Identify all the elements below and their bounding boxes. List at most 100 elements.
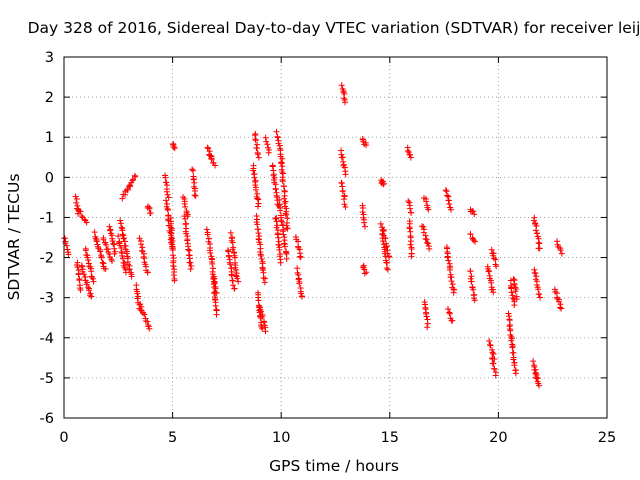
data-point: [260, 274, 267, 281]
data-point: [283, 255, 290, 262]
data-point: [449, 317, 456, 324]
data-point: [255, 154, 262, 161]
data-point: [510, 356, 517, 363]
data-point: [187, 266, 194, 273]
data-point: [361, 223, 368, 230]
data-point: [255, 230, 262, 237]
data-point: [283, 250, 290, 257]
data-point: [533, 375, 540, 382]
data-point: [92, 235, 99, 242]
data-point: [262, 328, 269, 335]
data-point: [424, 320, 431, 327]
data-point: [212, 302, 219, 309]
data-point: [297, 254, 304, 261]
data-point: [82, 247, 89, 254]
data-point: [169, 247, 176, 253]
data-point: [443, 188, 450, 195]
data-point: [408, 209, 415, 216]
data-point: [85, 287, 92, 294]
data-point: [490, 252, 497, 259]
data-point: [259, 267, 266, 274]
data-point: [407, 154, 414, 161]
data-point: [146, 205, 153, 212]
data-point: [181, 213, 188, 220]
data-point: [204, 231, 211, 238]
data-point: [509, 344, 516, 351]
x-tick-label: 0: [59, 430, 68, 446]
data-point: [211, 289, 218, 296]
data-point: [231, 254, 238, 261]
data-point: [124, 186, 131, 193]
data-point: [89, 275, 96, 282]
data-point: [444, 192, 451, 199]
data-point: [264, 141, 271, 148]
data-point: [182, 215, 189, 222]
data-point: [278, 218, 285, 225]
data-point: [423, 236, 430, 243]
y-tick-label: -5: [40, 371, 54, 387]
data-point: [188, 262, 195, 269]
data-point: [231, 285, 238, 292]
data-point: [513, 296, 520, 303]
data-point: [137, 241, 144, 248]
data-point: [342, 203, 349, 210]
x-tick-label: 10: [272, 430, 290, 446]
data-point: [535, 286, 542, 293]
data-point: [274, 231, 281, 238]
data-point: [102, 265, 109, 272]
data-point: [171, 145, 178, 152]
data-point: [509, 295, 516, 302]
data-point: [470, 286, 477, 293]
data-point: [252, 137, 259, 144]
y-tick-label: -1: [40, 210, 54, 226]
data-point: [252, 186, 259, 193]
data-point: [535, 239, 542, 246]
data-point: [88, 293, 95, 300]
data-point: [255, 200, 262, 207]
data-point: [283, 211, 290, 218]
x-tick-label: 5: [168, 430, 177, 446]
data-point: [136, 235, 143, 242]
data-point: [274, 134, 281, 141]
data-point: [128, 273, 135, 280]
data-point: [170, 144, 177, 151]
data-point: [78, 213, 85, 220]
data-point: [191, 192, 198, 199]
data-point: [511, 281, 518, 288]
data-point: [448, 278, 455, 285]
data-point: [380, 226, 387, 233]
data-point: [558, 305, 565, 312]
data-point: [190, 176, 197, 183]
data-point: [254, 195, 261, 202]
data-point: [80, 271, 87, 278]
data-point: [536, 245, 543, 252]
data-point: [257, 252, 264, 259]
y-tick-label: 3: [45, 50, 54, 66]
data-point: [535, 291, 542, 298]
data-point: [536, 382, 543, 389]
data-point: [99, 259, 106, 266]
data-point: [73, 199, 80, 206]
data-point: [111, 245, 118, 252]
data-point: [141, 311, 148, 318]
data-point: [229, 246, 236, 253]
data-point: [276, 196, 283, 203]
data-point: [144, 269, 151, 276]
data-point: [490, 289, 497, 296]
data-point: [467, 231, 474, 238]
data-point: [85, 284, 92, 291]
data-point: [377, 220, 384, 227]
data-point: [512, 370, 519, 377]
data-point: [134, 295, 141, 302]
y-tick-label: 1: [45, 130, 54, 146]
data-point: [275, 234, 282, 241]
data-point: [120, 235, 127, 242]
data-point: [185, 246, 192, 253]
data-point: [508, 289, 515, 296]
data-point: [487, 342, 494, 349]
data-point: [106, 223, 113, 230]
data-point: [83, 219, 90, 226]
data-point: [423, 198, 430, 205]
data-point: [205, 145, 212, 152]
chart-title: Day 328 of 2016, Sidereal Day-to-day VTE…: [28, 19, 640, 37]
